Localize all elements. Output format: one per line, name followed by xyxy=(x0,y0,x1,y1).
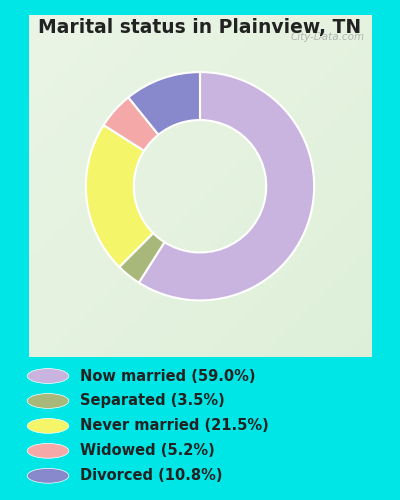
Text: Now married (59.0%): Now married (59.0%) xyxy=(80,368,256,384)
Wedge shape xyxy=(104,98,158,151)
Wedge shape xyxy=(128,72,200,134)
Circle shape xyxy=(27,368,69,384)
Text: Separated (3.5%): Separated (3.5%) xyxy=(80,394,225,408)
Wedge shape xyxy=(86,125,153,267)
Circle shape xyxy=(27,468,69,483)
Circle shape xyxy=(27,444,69,458)
Circle shape xyxy=(27,394,69,408)
Circle shape xyxy=(27,418,69,434)
Text: Widowed (5.2%): Widowed (5.2%) xyxy=(80,444,215,458)
Text: Divorced (10.8%): Divorced (10.8%) xyxy=(80,468,222,483)
Text: Never married (21.5%): Never married (21.5%) xyxy=(80,418,269,434)
Text: City-Data.com: City-Data.com xyxy=(290,32,364,42)
Wedge shape xyxy=(139,72,314,300)
Text: Marital status in Plainview, TN: Marital status in Plainview, TN xyxy=(38,18,362,36)
Wedge shape xyxy=(119,233,164,282)
